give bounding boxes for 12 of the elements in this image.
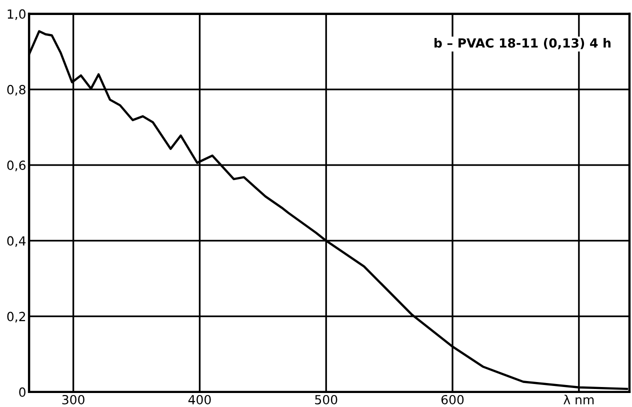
y-tick-label: 0 (19, 387, 26, 397)
annotation: b – PVAC 18-11 (0,13) 4 h (434, 38, 610, 50)
x-tick-label: λ nm (564, 394, 594, 404)
x-tick-label: 400 (188, 394, 211, 404)
y-tick-label: 0,8 (7, 84, 26, 96)
x-tick-label: 500 (315, 394, 338, 404)
x-tick-label: 300 (62, 394, 84, 404)
y-tick-label: 0,2 (7, 312, 26, 323)
y-tick-label: 0,6 (7, 160, 26, 172)
y-tick-label: 0,4 (7, 236, 26, 247)
x-tick-label: 600 (441, 394, 464, 404)
y-tick-label: 1,0 (8, 9, 26, 20)
